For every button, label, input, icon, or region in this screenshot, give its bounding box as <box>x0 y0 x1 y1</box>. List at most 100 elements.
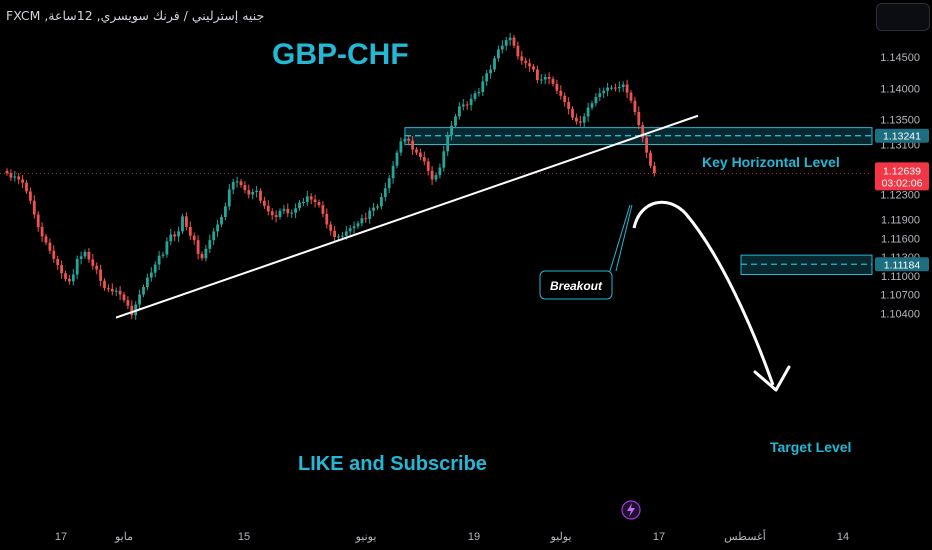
candle <box>21 174 24 189</box>
candle-body <box>376 206 379 208</box>
toolbar-box[interactable] <box>876 3 930 31</box>
breakout-pointer <box>615 204 633 272</box>
candle <box>110 283 114 296</box>
candle-body <box>419 152 422 157</box>
candle-body <box>372 207 375 211</box>
candle <box>606 82 609 97</box>
candle <box>153 261 157 278</box>
candle <box>270 208 274 220</box>
candle <box>337 233 340 240</box>
candle <box>395 150 399 169</box>
candle-body <box>243 185 247 191</box>
candle-body <box>208 240 212 249</box>
candle <box>185 212 188 231</box>
candle <box>415 147 418 156</box>
y-tick-label: 1.11000 <box>881 271 920 283</box>
x-tick-label: 17 <box>653 531 665 543</box>
candle-body <box>489 69 492 74</box>
candle <box>25 180 28 194</box>
candle-body <box>586 107 590 117</box>
candle-body <box>103 280 106 289</box>
candle <box>227 184 231 211</box>
y-tick-label: 1.12300 <box>880 190 920 202</box>
candle <box>138 289 141 310</box>
candle-body <box>344 231 348 236</box>
candle <box>309 193 313 205</box>
candle <box>79 251 83 265</box>
candle <box>454 113 457 129</box>
breakout-pointer <box>609 204 631 272</box>
candle-body <box>220 217 223 225</box>
candle <box>559 85 563 100</box>
candle-body <box>251 192 255 195</box>
candle <box>325 208 329 229</box>
candle-body <box>617 87 621 89</box>
candle <box>107 284 110 293</box>
candle-body <box>348 228 352 232</box>
candle-body <box>255 190 258 192</box>
candle-body <box>610 87 613 89</box>
candle-body <box>286 208 290 214</box>
candle <box>372 202 375 217</box>
candle-body <box>188 227 192 236</box>
candle-body <box>75 258 79 275</box>
arrowhead-icon <box>753 365 791 392</box>
candle-body <box>637 112 641 126</box>
candle-body <box>559 90 563 96</box>
candle <box>383 182 387 201</box>
candle <box>196 235 200 260</box>
candle <box>555 79 559 94</box>
candle <box>516 41 520 60</box>
candle <box>493 55 496 72</box>
candle-body <box>263 200 266 206</box>
candle <box>48 238 52 254</box>
candle <box>422 151 426 166</box>
candle-body <box>87 252 91 260</box>
candle <box>551 76 555 87</box>
x-tick-label: مايو <box>114 531 133 543</box>
candle-body <box>481 81 485 92</box>
candle <box>71 269 75 286</box>
y-tick-label: 1.10700 <box>880 290 920 302</box>
candle-body <box>508 37 512 41</box>
candle <box>411 136 414 155</box>
candle <box>348 225 352 237</box>
candle <box>44 233 48 246</box>
candle <box>282 204 286 214</box>
candle <box>621 81 625 92</box>
candle-body <box>302 202 305 203</box>
countdown-tag: 03:02:06 <box>882 177 923 189</box>
candle <box>142 284 145 297</box>
candle-body <box>504 40 508 46</box>
candle <box>465 101 469 110</box>
candle-body <box>606 87 609 91</box>
breakout-box <box>539 270 613 300</box>
candle-body <box>60 265 63 274</box>
candle-body <box>142 287 145 295</box>
candle <box>333 226 336 243</box>
candle-body <box>196 240 200 254</box>
x-tick-label: 14 <box>837 531 849 543</box>
candle <box>17 173 21 185</box>
candle-body <box>422 157 426 162</box>
candle <box>473 90 477 102</box>
candle-body <box>21 179 24 183</box>
candle-body <box>169 234 173 242</box>
candle-body <box>645 137 648 153</box>
candle-body <box>368 210 372 219</box>
candle <box>539 74 543 85</box>
candle-body <box>543 77 547 80</box>
candle-body <box>235 181 239 183</box>
candle-body <box>337 236 340 238</box>
candle-body <box>364 218 368 220</box>
candle-body <box>181 216 184 232</box>
candle <box>173 231 177 242</box>
candle-body <box>352 226 356 229</box>
candle-body <box>598 93 602 97</box>
candle <box>126 296 130 309</box>
candle <box>266 200 270 216</box>
candle-body <box>161 254 165 256</box>
last-price-tag: 1.12639 <box>883 165 921 177</box>
candle <box>274 210 278 223</box>
